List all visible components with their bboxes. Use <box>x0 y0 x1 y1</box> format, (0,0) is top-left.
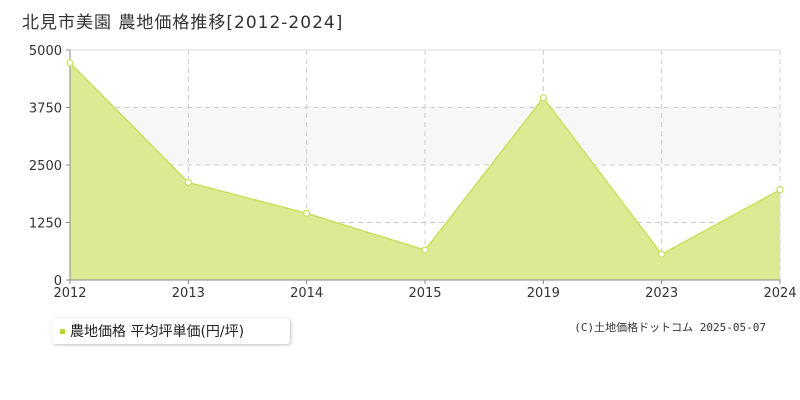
y-tick-label: 5000 <box>29 44 62 59</box>
copyright-text: (C)土地価格ドットコム 2025-05-07 <box>574 321 766 334</box>
legend-label: 農地価格 平均坪単価(円/坪) <box>70 324 245 340</box>
x-tick-label: 2024 <box>763 286 796 301</box>
data-point <box>539 94 547 102</box>
legend-swatch <box>60 328 65 334</box>
data-point <box>658 250 666 258</box>
x-tick-label: 2012 <box>53 286 86 301</box>
x-tick-label: 2015 <box>408 286 441 301</box>
data-point <box>66 59 74 67</box>
legend: 農地価格 平均坪単価(円/坪) <box>52 318 290 344</box>
data-point <box>184 178 192 187</box>
series-area <box>70 62 780 280</box>
x-tick-label: 2014 <box>290 286 323 301</box>
y-tick-label: 3750 <box>29 102 62 117</box>
data-point <box>421 246 429 254</box>
y-tick-label: 2500 <box>29 159 62 174</box>
data-point <box>303 209 311 217</box>
x-tick-label: 2023 <box>645 286 678 301</box>
y-tick-label: 0 <box>54 274 62 289</box>
x-tick-label: 2013 <box>172 286 205 301</box>
x-tick-label: 2019 <box>527 286 560 301</box>
data-point <box>776 186 784 194</box>
y-tick-label: 1250 <box>29 217 62 232</box>
chart-title: 北見市美園 農地価格推移[2012-2024] <box>22 13 344 33</box>
